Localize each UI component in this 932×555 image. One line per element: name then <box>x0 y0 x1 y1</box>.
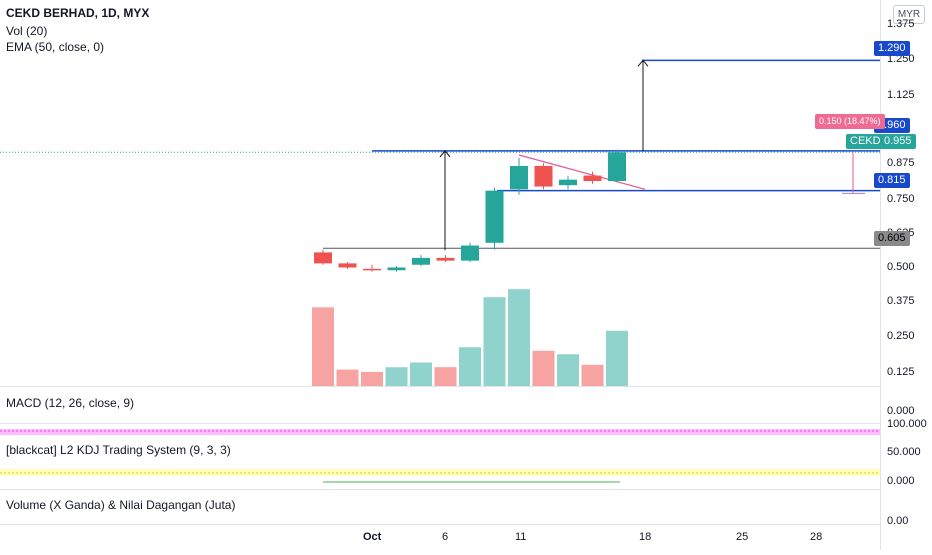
volume-bar[interactable] <box>508 289 530 386</box>
candle-body[interactable] <box>461 245 479 261</box>
candle-body[interactable] <box>387 267 406 271</box>
price-tick: 1.250 <box>887 53 915 65</box>
price-tick: 1.375 <box>887 18 915 30</box>
support-price-tag: 0.815 <box>874 173 910 188</box>
symbol-tag: CEKD <box>846 134 885 149</box>
price-tick: 0.375 <box>887 295 915 307</box>
symbol-title: CEKD BERHAD, 1D, MYX <box>6 6 150 20</box>
kdj-pane-label[interactable]: [blackcat] L2 KDJ Trading System (9, 3, … <box>6 443 231 457</box>
volume-bar[interactable] <box>336 369 359 386</box>
macd-axis-tick: 0.000 <box>887 405 915 417</box>
candle-body[interactable] <box>314 252 332 264</box>
base-price-tag: 0.605 <box>874 231 910 246</box>
volume-bar[interactable] <box>385 367 408 386</box>
candle-body[interactable] <box>510 165 528 190</box>
time-tick: 6 <box>442 531 449 543</box>
volume-bar[interactable] <box>532 350 555 386</box>
candle-body[interactable] <box>363 268 381 271</box>
kdj-overbought-band <box>0 429 880 435</box>
candle-body[interactable] <box>412 257 430 265</box>
candle-body[interactable] <box>485 190 504 243</box>
price-tick: 0.750 <box>887 193 915 205</box>
measured-move-arrow-1-head <box>439 150 451 158</box>
time-tick: 11 <box>515 531 527 543</box>
time-tick: 18 <box>639 531 652 543</box>
volume-bar[interactable] <box>410 362 432 387</box>
price-tick: 1.125 <box>887 89 915 101</box>
price-tick: 0.250 <box>887 330 915 342</box>
volx-axis-tick: 0.00 <box>887 515 909 527</box>
volume-bar[interactable] <box>483 297 506 386</box>
volx-pane-label[interactable]: Volume (X Ganda) & Nilai Dagangan (Juta) <box>6 498 236 512</box>
volume-bar[interactable] <box>459 347 481 386</box>
volume-bar[interactable] <box>434 367 457 386</box>
price-tick: 0.875 <box>887 157 915 169</box>
candle-body[interactable] <box>436 257 455 261</box>
time-tick: 28 <box>810 531 823 543</box>
candle-body[interactable] <box>583 175 602 182</box>
volume-bar[interactable] <box>312 307 334 386</box>
time-tick-oct: Oct <box>363 531 382 543</box>
volume-bar[interactable] <box>361 371 383 386</box>
volume-bar[interactable] <box>606 330 628 386</box>
ema-indicator-label[interactable]: EMA (50, close, 0) <box>6 40 105 54</box>
kdj-axis-tick: 100.000 <box>887 418 927 430</box>
kdj-axis-tick: 50.000 <box>887 446 921 458</box>
candle-body[interactable] <box>534 165 553 187</box>
candle-body[interactable] <box>559 179 577 186</box>
currency-badge[interactable]: MYR <box>893 5 925 24</box>
kdj-axis-tick: 0.000 <box>887 475 915 487</box>
last-price-tag: 0.955 <box>880 134 916 149</box>
time-tick: 25 <box>736 531 749 543</box>
candle-body[interactable] <box>608 152 626 182</box>
price-tick: 0.125 <box>887 366 915 378</box>
volume-bar[interactable] <box>581 364 604 386</box>
vol-indicator-label[interactable]: Vol (20) <box>6 24 48 38</box>
measured-move-arrow-2-head <box>637 59 649 67</box>
volume-bar[interactable] <box>557 354 579 386</box>
price-tick: 0.500 <box>887 261 915 273</box>
pennant-trendline[interactable] <box>518 154 646 190</box>
target-price-tag: 1.290 <box>874 41 910 56</box>
candle-body[interactable] <box>338 263 357 268</box>
macd-pane-label[interactable]: MACD (12, 26, close, 9) <box>6 396 135 410</box>
range-measure-tag: 0.150 (18.47%) <box>815 114 885 129</box>
